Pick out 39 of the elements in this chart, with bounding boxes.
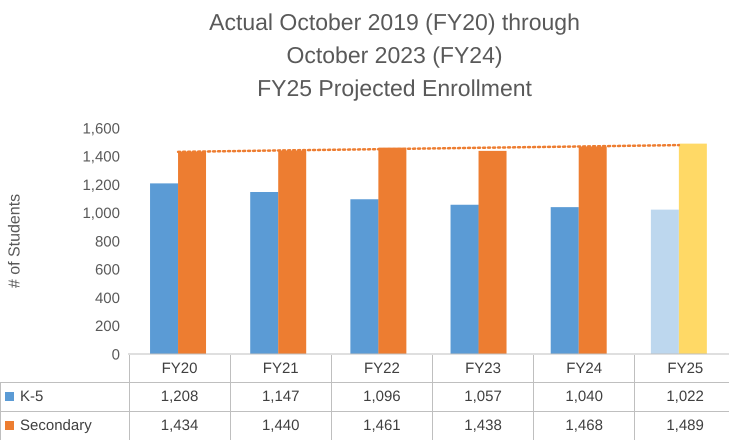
y-tick-label: 0 bbox=[112, 346, 120, 364]
bar bbox=[550, 207, 579, 354]
data-label: 1,057 bbox=[432, 382, 534, 411]
y-axis-title: # of Students bbox=[6, 194, 24, 288]
bar bbox=[650, 210, 679, 354]
data-label: 1,440 bbox=[230, 411, 332, 440]
bar bbox=[450, 204, 479, 354]
y-tick-label: 800 bbox=[94, 233, 120, 250]
x-tick-label: FY25 bbox=[634, 355, 729, 382]
data-label: 1,022 bbox=[634, 382, 729, 411]
y-tick-label: 600 bbox=[94, 262, 120, 279]
bar bbox=[150, 183, 178, 354]
y-tick-label: 400 bbox=[94, 290, 120, 307]
y-tick-label: 1,600 bbox=[82, 120, 120, 138]
data-label: 1,438 bbox=[432, 411, 534, 440]
x-tick-label: FY24 bbox=[534, 355, 635, 382]
y-tick-label: 1,000 bbox=[82, 205, 120, 222]
x-tick-label: FY20 bbox=[129, 355, 230, 382]
legend-label: K-5 bbox=[0, 382, 129, 411]
data-label: 1,208 bbox=[129, 382, 230, 411]
chart-title: Actual October 2019 (FY20) through October 2023 (FY24) FY25 Projected Enrollment bbox=[208, 8, 581, 103]
data-label: 1,468 bbox=[534, 411, 635, 440]
data-label: 1,461 bbox=[331, 411, 432, 440]
data-label: 1,147 bbox=[230, 382, 332, 411]
x-tick-label: FY23 bbox=[432, 355, 534, 382]
data-label: 1,434 bbox=[129, 411, 230, 440]
data-label: 1,489 bbox=[634, 411, 729, 440]
x-tick-label: FY21 bbox=[230, 355, 332, 382]
x-tick-label: FY22 bbox=[331, 355, 432, 382]
y-tick-label: 200 bbox=[94, 318, 120, 336]
bar bbox=[678, 144, 707, 354]
bar bbox=[250, 192, 278, 354]
bar bbox=[478, 150, 507, 354]
legend-label: Secondary bbox=[0, 411, 129, 440]
data-label: 1,096 bbox=[331, 382, 432, 411]
bar bbox=[350, 199, 378, 354]
y-tick-label: 1,200 bbox=[82, 176, 120, 194]
data-label: 1,040 bbox=[534, 382, 635, 411]
y-tick-label: 1,400 bbox=[82, 148, 120, 166]
